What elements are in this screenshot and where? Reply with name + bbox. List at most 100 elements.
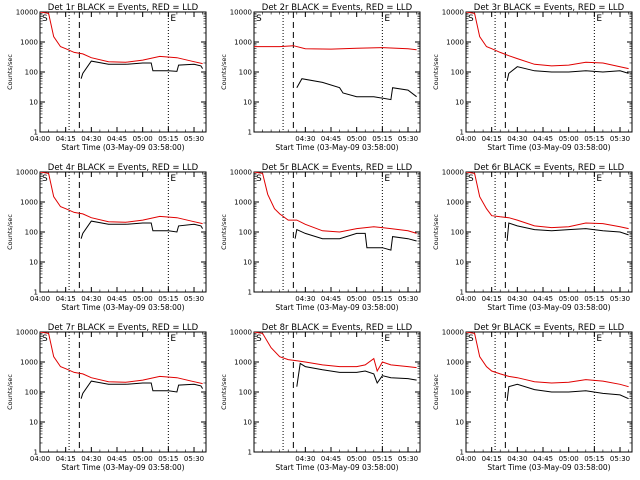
start-marker-label: S (468, 174, 474, 184)
x-tick-label: 04:30 (507, 455, 527, 463)
chart-panel: Det 7r BLACK = Events, RED = LLD 1 10 100 10… (6, 323, 207, 472)
end-marker-label: E (384, 174, 390, 184)
x-axis-label: Start Time (03-May-09 03:58:00) (275, 463, 398, 472)
x-axis-label: Start Time (03-May-09 03:58:00) (61, 463, 184, 472)
y-tick-label: 10000 (230, 329, 252, 337)
y-tick-label: 10000 (230, 169, 252, 177)
x-tick-label: 05:00 (133, 455, 153, 463)
x-tick-label: 05:00 (559, 455, 579, 463)
events-series-line (506, 383, 629, 402)
lld-series-line (254, 172, 417, 234)
x-tick-label: 04:00 (456, 295, 476, 303)
chart-title: Det 3r BLACK = Events, RED = LLD (474, 3, 625, 13)
y-tick-label: 1 (248, 289, 252, 297)
start-marker-label: S (42, 14, 48, 24)
y-tick-label: 1000 (20, 359, 38, 367)
x-tick-label: 04:15 (482, 135, 502, 143)
plot-frame (39, 11, 207, 133)
y-tick-label: 10000 (230, 9, 252, 17)
chart-title: Det 4r BLACK = Events, RED = LLD (48, 163, 199, 173)
chart-title: Det 8r BLACK = Events, RED = LLD (262, 323, 413, 333)
chart-title: Det 5r BLACK = Events, RED = LLD (262, 163, 413, 173)
events-series-line (80, 60, 204, 79)
end-marker-label: E (596, 174, 602, 184)
y-tick-label: 100 (25, 389, 38, 397)
x-tick-label: 04:45 (533, 455, 553, 463)
events-series-line (296, 78, 417, 101)
chart-panel: Det 1r BLACK = Events, RED = LLD 1 10 100 10… (6, 3, 207, 152)
x-tick-label: 05:15 (372, 455, 392, 463)
events-series-line (80, 380, 204, 399)
y-tick-label: 100 (451, 389, 464, 397)
y-tick-label: 10000 (442, 9, 464, 17)
x-tick-label: 05:15 (584, 455, 604, 463)
y-tick-label: 10000 (16, 169, 38, 177)
y-tick-label: 10 (243, 99, 252, 107)
x-tick-label: 04:30 (507, 135, 527, 143)
start-marker-label: S (42, 174, 48, 184)
y-tick-label: 10 (29, 99, 38, 107)
y-tick-label: 1000 (446, 199, 464, 207)
y-tick-label: 10 (243, 419, 252, 427)
x-tick-label: 04:15 (56, 135, 76, 143)
x-tick-label: 05:00 (347, 135, 367, 143)
x-tick-label: 05:00 (133, 135, 153, 143)
x-tick-label: 05:15 (158, 135, 178, 143)
y-tick-label: 100 (239, 389, 252, 397)
y-tick-label: 100 (451, 229, 464, 237)
y-axis-label: Counts/sec (432, 374, 440, 410)
x-tick-label: 04:45 (321, 295, 341, 303)
plot-frame (253, 331, 421, 453)
y-axis-label: Counts/sec (220, 214, 228, 250)
y-axis-label: Counts/sec (432, 54, 440, 90)
x-tick-label: 05:00 (559, 135, 579, 143)
lld-series-line (40, 332, 203, 385)
x-axis-label: Start Time (03-May-09 03:58:00) (61, 303, 184, 312)
y-tick-label: 10 (455, 419, 464, 427)
end-marker-label: E (384, 14, 390, 24)
x-tick-label: 04:30 (507, 295, 527, 303)
y-tick-label: 1 (248, 449, 252, 457)
x-tick-label: 04:00 (456, 135, 476, 143)
x-axis-label: Start Time (03-May-09 03:58:00) (275, 143, 398, 152)
x-tick-label: 04:30 (295, 295, 315, 303)
chart-title: Det 7r BLACK = Events, RED = LLD (48, 323, 199, 333)
x-tick-label: 05:30 (610, 135, 630, 143)
plot-frame (39, 331, 207, 453)
x-tick-label: 05:30 (184, 455, 204, 463)
start-marker-label: S (468, 14, 474, 24)
y-tick-label: 1 (34, 449, 38, 457)
y-tick-label: 1000 (446, 39, 464, 47)
x-tick-label: 04:30 (81, 295, 101, 303)
chart-panel: Det 6r BLACK = Events, RED = LLD 1 10 100 10… (432, 163, 633, 312)
lld-series-line (466, 12, 629, 70)
x-tick-label: 04:15 (482, 455, 502, 463)
x-tick-label: 05:30 (398, 135, 418, 143)
y-tick-label: 100 (25, 229, 38, 237)
start-marker-label: S (256, 14, 262, 24)
y-tick-label: 1 (460, 449, 464, 457)
events-series-line (506, 222, 629, 242)
x-tick-label: 05:30 (398, 455, 418, 463)
y-tick-label: 100 (25, 69, 38, 77)
end-marker-label: E (384, 334, 390, 344)
y-axis-label: Counts/sec (6, 374, 14, 410)
x-tick-label: 04:45 (107, 135, 127, 143)
end-marker-label: E (170, 14, 176, 24)
y-tick-label: 1 (34, 129, 38, 137)
x-tick-label: 04:45 (533, 295, 553, 303)
x-tick-label: 05:30 (184, 135, 204, 143)
x-tick-label: 04:30 (295, 135, 315, 143)
x-tick-label: 05:30 (184, 295, 204, 303)
y-tick-label: 1000 (234, 39, 252, 47)
start-marker-label: S (256, 334, 262, 344)
end-marker-label: E (170, 334, 176, 344)
x-tick-label: 05:15 (372, 295, 392, 303)
plot-frame (465, 171, 633, 293)
x-tick-label: 05:30 (398, 295, 418, 303)
x-axis-label: Start Time (03-May-09 03:58:00) (487, 143, 610, 152)
x-tick-label: 04:45 (107, 455, 127, 463)
x-tick-label: 05:15 (584, 295, 604, 303)
y-tick-label: 100 (239, 69, 252, 77)
x-tick-label: 04:45 (533, 135, 553, 143)
